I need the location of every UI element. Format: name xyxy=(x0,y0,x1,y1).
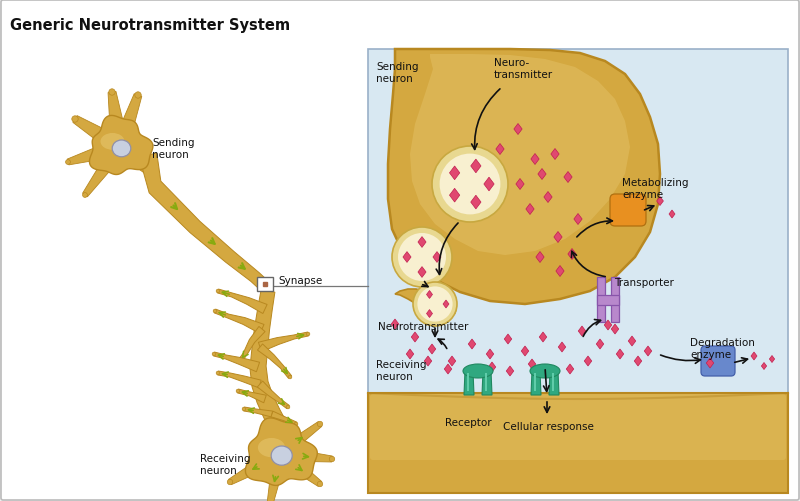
Polygon shape xyxy=(73,116,125,155)
Text: Cellular response: Cellular response xyxy=(502,421,594,431)
Polygon shape xyxy=(657,197,663,206)
Circle shape xyxy=(82,193,87,198)
Polygon shape xyxy=(391,319,398,329)
Polygon shape xyxy=(279,447,332,462)
Polygon shape xyxy=(115,142,157,180)
Polygon shape xyxy=(448,356,456,366)
Polygon shape xyxy=(706,358,714,368)
Polygon shape xyxy=(544,192,552,203)
Circle shape xyxy=(440,154,501,215)
Polygon shape xyxy=(238,327,265,362)
Polygon shape xyxy=(403,252,411,263)
Polygon shape xyxy=(556,266,564,277)
Circle shape xyxy=(306,333,310,336)
Polygon shape xyxy=(546,369,554,379)
Circle shape xyxy=(216,371,220,375)
Polygon shape xyxy=(410,55,630,256)
Polygon shape xyxy=(246,418,318,485)
Polygon shape xyxy=(67,139,122,165)
Polygon shape xyxy=(628,336,636,346)
Text: Receiving
neuron: Receiving neuron xyxy=(200,453,250,475)
Polygon shape xyxy=(464,371,474,395)
Text: Generic Neurotransmitter System: Generic Neurotransmitter System xyxy=(10,18,290,33)
Polygon shape xyxy=(258,332,309,352)
Circle shape xyxy=(318,481,322,487)
Ellipse shape xyxy=(258,438,285,457)
Polygon shape xyxy=(504,334,512,344)
Polygon shape xyxy=(466,369,474,379)
Bar xyxy=(368,50,788,493)
Polygon shape xyxy=(566,364,574,374)
Text: Neurotransmitter: Neurotransmitter xyxy=(378,321,468,331)
Polygon shape xyxy=(450,189,460,202)
Polygon shape xyxy=(611,324,618,334)
Bar xyxy=(534,373,536,391)
Polygon shape xyxy=(751,352,757,360)
Polygon shape xyxy=(388,50,660,305)
Polygon shape xyxy=(558,342,566,352)
Polygon shape xyxy=(276,448,322,486)
Polygon shape xyxy=(418,267,426,278)
FancyBboxPatch shape xyxy=(610,194,646,226)
Polygon shape xyxy=(139,154,272,294)
Polygon shape xyxy=(496,144,504,155)
Polygon shape xyxy=(108,92,129,149)
Circle shape xyxy=(242,407,246,411)
Polygon shape xyxy=(526,204,534,215)
Polygon shape xyxy=(450,167,460,180)
Polygon shape xyxy=(443,301,449,308)
Polygon shape xyxy=(484,178,494,191)
Polygon shape xyxy=(426,310,433,318)
Polygon shape xyxy=(616,349,624,359)
Circle shape xyxy=(330,456,334,462)
FancyBboxPatch shape xyxy=(701,346,735,376)
Polygon shape xyxy=(218,371,261,388)
Bar xyxy=(552,373,554,391)
Polygon shape xyxy=(488,362,496,372)
Polygon shape xyxy=(644,346,652,356)
Polygon shape xyxy=(770,356,774,363)
Ellipse shape xyxy=(101,134,125,150)
Circle shape xyxy=(392,227,452,288)
Polygon shape xyxy=(564,172,572,183)
Polygon shape xyxy=(578,326,586,336)
Bar xyxy=(467,373,469,391)
Polygon shape xyxy=(470,196,481,209)
Polygon shape xyxy=(258,381,289,409)
Circle shape xyxy=(413,283,457,326)
Polygon shape xyxy=(486,349,494,359)
Bar xyxy=(485,373,487,391)
Circle shape xyxy=(236,389,240,393)
Polygon shape xyxy=(82,143,126,197)
Bar xyxy=(597,296,619,306)
Polygon shape xyxy=(604,320,612,330)
Polygon shape xyxy=(424,356,432,366)
Polygon shape xyxy=(428,344,436,354)
Polygon shape xyxy=(528,359,536,369)
Polygon shape xyxy=(549,371,559,395)
Circle shape xyxy=(238,360,242,363)
Circle shape xyxy=(216,290,220,293)
Circle shape xyxy=(66,160,70,165)
Polygon shape xyxy=(522,346,529,356)
Circle shape xyxy=(418,287,453,322)
Text: Receptor: Receptor xyxy=(445,417,491,427)
Circle shape xyxy=(72,117,78,123)
Ellipse shape xyxy=(271,446,292,465)
Polygon shape xyxy=(531,371,541,395)
Polygon shape xyxy=(277,422,322,459)
Text: Synapse: Synapse xyxy=(278,276,322,286)
Polygon shape xyxy=(411,332,418,342)
Polygon shape xyxy=(238,389,266,403)
Ellipse shape xyxy=(112,141,131,157)
Polygon shape xyxy=(516,179,524,190)
Polygon shape xyxy=(514,124,522,135)
Polygon shape xyxy=(368,393,788,493)
Polygon shape xyxy=(214,352,259,372)
Polygon shape xyxy=(669,210,675,218)
Polygon shape xyxy=(538,169,546,180)
Polygon shape xyxy=(554,232,562,243)
Polygon shape xyxy=(250,290,288,433)
Ellipse shape xyxy=(530,364,560,378)
